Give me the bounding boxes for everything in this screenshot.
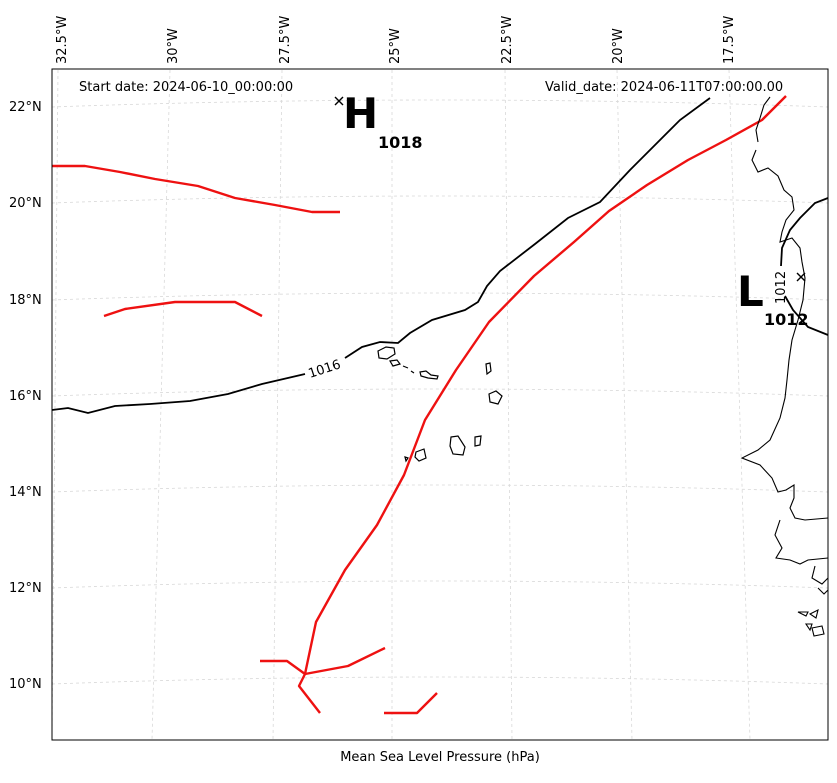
grid-lon	[272, 69, 283, 741]
grid-lon	[728, 69, 751, 741]
island	[474, 435, 482, 447]
valid-date-label: Valid_date: 2024-06-11T07:00:00.00	[545, 80, 783, 95]
island	[414, 448, 427, 462]
x-axis-label: Mean Sea Level Pressure (hPa)	[340, 750, 540, 765]
lat-tick-label: 18°N	[9, 293, 42, 308]
front-line	[297, 673, 321, 714]
lat-tick-label: 16°N	[9, 389, 42, 404]
grid-lat	[51, 676, 829, 685]
start-date-label: Start date: 2024-06-10_00:00:00	[79, 80, 293, 95]
lat-tick-label: 10°N	[9, 677, 42, 692]
lon-tick-label: 30°W	[166, 28, 181, 64]
low-marker	[796, 272, 806, 282]
front-lines	[52, 95, 787, 715]
isobar-1016	[51, 97, 711, 414]
grid-lon	[504, 69, 513, 741]
high-value: 1018	[378, 133, 423, 152]
lon-tick-label: 22.5°W	[500, 16, 515, 64]
lat-tick-label: 22°N	[9, 100, 42, 115]
lon-tick-label: 20°W	[611, 28, 626, 64]
coastline	[740, 96, 829, 637]
island	[419, 370, 439, 380]
grid-lat	[51, 484, 829, 493]
grid-lon	[616, 69, 633, 741]
grid-lon	[151, 69, 171, 741]
grid-lat	[51, 580, 829, 589]
front-line	[103, 300, 263, 318]
low-value: 1012	[764, 310, 809, 329]
island	[402, 365, 415, 374]
contour-label-1012: 1012	[774, 271, 789, 304]
front-line	[260, 646, 386, 676]
graticule-grid	[51, 69, 829, 741]
lon-tick-label: 17.5°W	[722, 16, 737, 64]
lon-tick-label: 32.5°W	[55, 16, 70, 64]
front-line	[384, 692, 438, 715]
lon-tick-label: 27.5°W	[278, 16, 293, 64]
front-line	[52, 164, 340, 214]
lat-tick-label: 14°N	[9, 485, 42, 500]
high-letter: H	[343, 89, 378, 138]
grid-lat	[51, 195, 829, 204]
front-line	[303, 95, 787, 675]
isobar-1012	[780, 197, 829, 336]
grid-lon	[51, 69, 59, 741]
grid-lat	[51, 99, 829, 108]
island	[485, 362, 492, 376]
island	[377, 346, 396, 360]
island	[404, 456, 409, 463]
lat-tick-label: 20°N	[9, 196, 42, 211]
grid-lat	[51, 292, 829, 301]
high-marker	[334, 96, 344, 106]
coastline-islets	[797, 608, 825, 637]
lat-tick-label: 12°N	[9, 581, 42, 596]
coastline-africa	[740, 96, 829, 595]
contour-label-1016: 1016	[307, 357, 343, 381]
island	[488, 390, 503, 405]
low-letter: L	[737, 267, 764, 316]
grid-lat	[51, 388, 829, 397]
islands	[377, 346, 503, 463]
island	[449, 435, 466, 456]
lon-tick-label: 25°W	[388, 28, 403, 64]
island	[389, 359, 402, 367]
map-frame	[51, 68, 829, 741]
